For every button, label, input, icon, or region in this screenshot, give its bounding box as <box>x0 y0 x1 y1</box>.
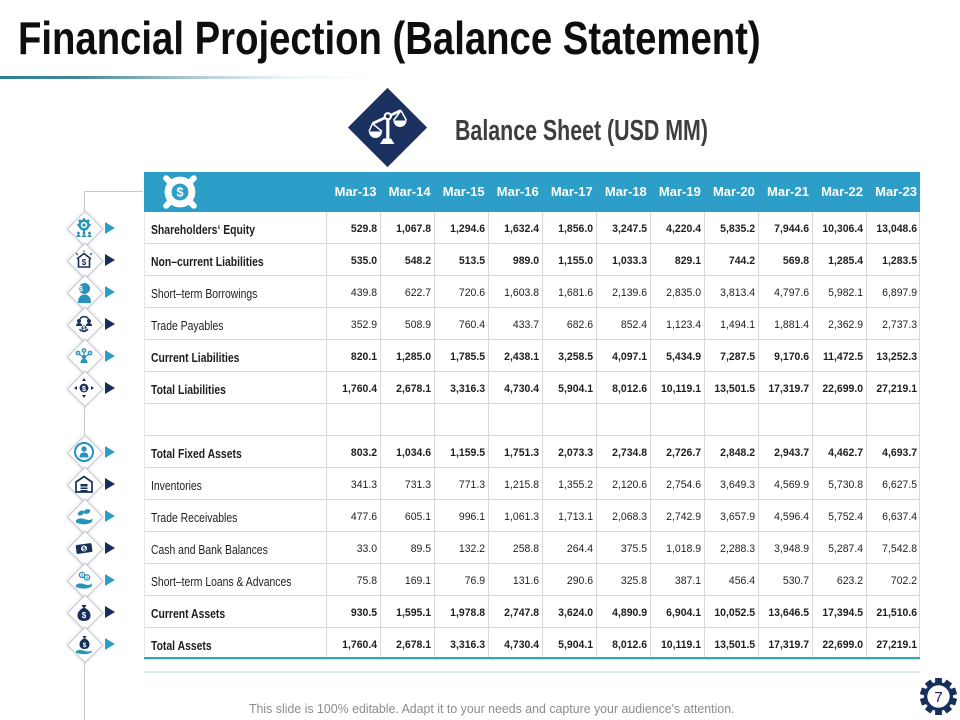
svg-text:$: $ <box>82 611 87 620</box>
svg-text:$: $ <box>77 351 79 355</box>
svg-text:$: $ <box>83 642 87 649</box>
svg-text:$: $ <box>79 286 83 293</box>
svg-text:$: $ <box>89 351 91 355</box>
svg-text:$: $ <box>83 326 86 332</box>
svg-text:$: $ <box>82 384 87 393</box>
svg-text:$: $ <box>83 349 85 353</box>
svg-text:$: $ <box>176 185 184 200</box>
svg-text:$: $ <box>81 573 84 578</box>
svg-text:7: 7 <box>934 689 942 706</box>
svg-text:$: $ <box>82 258 87 267</box>
svg-text:$: $ <box>86 575 89 580</box>
svg-text:$: $ <box>82 546 87 552</box>
